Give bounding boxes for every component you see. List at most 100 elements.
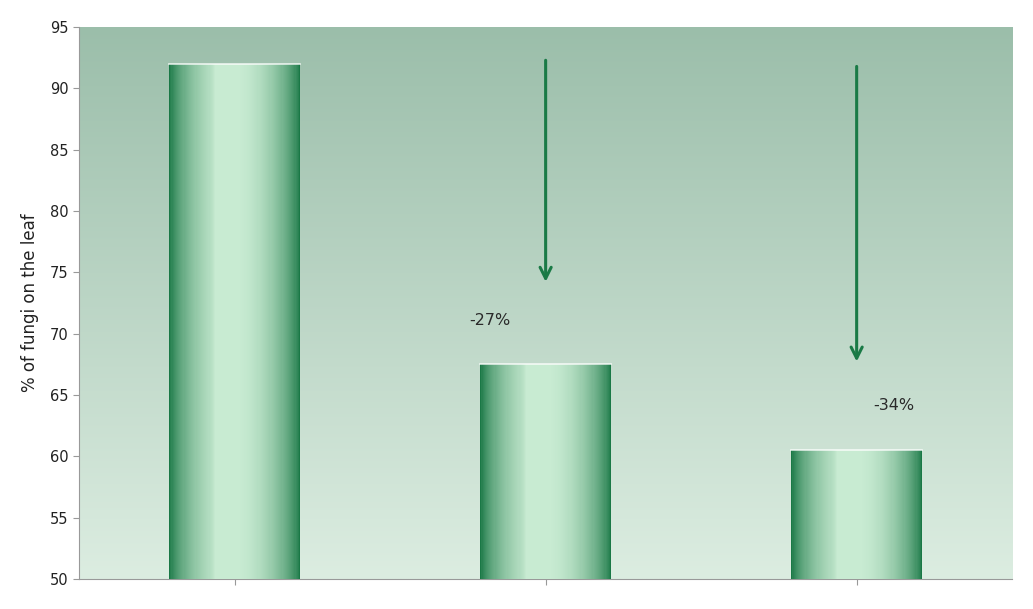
Bar: [867, 450, 868, 579]
Bar: [267, 64, 268, 579]
Bar: [877, 450, 879, 579]
Bar: [833, 450, 834, 579]
Bar: [233, 64, 234, 579]
Bar: [866, 450, 867, 579]
Bar: [875, 450, 877, 579]
Bar: [851, 450, 852, 579]
Bar: [219, 64, 221, 579]
Bar: [901, 450, 903, 579]
Bar: [505, 364, 507, 579]
Bar: [529, 364, 531, 579]
Bar: [885, 450, 886, 579]
Bar: [202, 64, 204, 579]
Bar: [839, 450, 841, 579]
Bar: [919, 450, 921, 579]
Bar: [544, 364, 546, 579]
Bar: [915, 450, 917, 579]
Bar: [825, 450, 826, 579]
Bar: [559, 364, 560, 579]
Bar: [793, 450, 795, 579]
Bar: [827, 450, 828, 579]
Bar: [560, 364, 561, 579]
Bar: [250, 64, 251, 579]
Bar: [899, 450, 901, 579]
Bar: [562, 364, 563, 579]
Bar: [294, 64, 295, 579]
Bar: [187, 64, 188, 579]
Bar: [889, 450, 890, 579]
Bar: [261, 64, 263, 579]
Bar: [533, 364, 534, 579]
Bar: [483, 364, 484, 579]
Bar: [604, 364, 605, 579]
Bar: [829, 450, 831, 579]
Bar: [595, 364, 596, 579]
Bar: [824, 450, 825, 579]
Bar: [593, 364, 594, 579]
Bar: [488, 364, 490, 579]
Bar: [296, 64, 299, 579]
Bar: [804, 450, 805, 579]
Bar: [796, 450, 799, 579]
Bar: [237, 64, 239, 579]
Bar: [920, 450, 922, 579]
Bar: [515, 364, 516, 579]
Bar: [564, 364, 565, 579]
Bar: [228, 64, 229, 579]
Bar: [576, 364, 577, 579]
Bar: [553, 364, 554, 579]
Bar: [268, 64, 269, 579]
Bar: [900, 450, 902, 579]
Bar: [501, 364, 502, 579]
Bar: [817, 450, 819, 579]
Bar: [225, 64, 226, 579]
Bar: [241, 64, 243, 579]
Bar: [568, 364, 570, 579]
Bar: [823, 450, 824, 579]
Bar: [859, 450, 862, 579]
Bar: [573, 364, 574, 579]
Bar: [263, 64, 264, 579]
Bar: [223, 64, 224, 579]
Bar: [260, 64, 262, 579]
Bar: [178, 64, 180, 579]
Bar: [589, 364, 591, 579]
Bar: [800, 450, 802, 579]
Bar: [520, 364, 521, 579]
Bar: [591, 364, 593, 579]
Bar: [516, 364, 518, 579]
Bar: [806, 450, 807, 579]
Bar: [194, 64, 195, 579]
Bar: [596, 364, 597, 579]
Bar: [574, 364, 575, 579]
Bar: [571, 364, 573, 579]
Bar: [916, 450, 918, 579]
Bar: [609, 364, 612, 579]
Bar: [255, 64, 257, 579]
Bar: [190, 64, 191, 579]
Bar: [519, 364, 520, 579]
Bar: [853, 450, 854, 579]
Bar: [480, 364, 481, 579]
Bar: [795, 450, 797, 579]
Bar: [857, 450, 859, 579]
Bar: [608, 364, 611, 579]
Bar: [500, 364, 501, 579]
Bar: [891, 450, 893, 579]
Bar: [599, 364, 600, 579]
Bar: [905, 450, 906, 579]
Bar: [270, 64, 271, 579]
Bar: [797, 450, 800, 579]
Bar: [545, 364, 547, 579]
Bar: [277, 64, 279, 579]
Bar: [542, 364, 543, 579]
Bar: [537, 364, 538, 579]
Bar: [169, 64, 170, 579]
Bar: [214, 64, 215, 579]
Bar: [521, 364, 522, 579]
Bar: [822, 450, 823, 579]
Bar: [185, 64, 186, 579]
Bar: [846, 450, 847, 579]
Bar: [240, 64, 242, 579]
Bar: [207, 64, 208, 579]
